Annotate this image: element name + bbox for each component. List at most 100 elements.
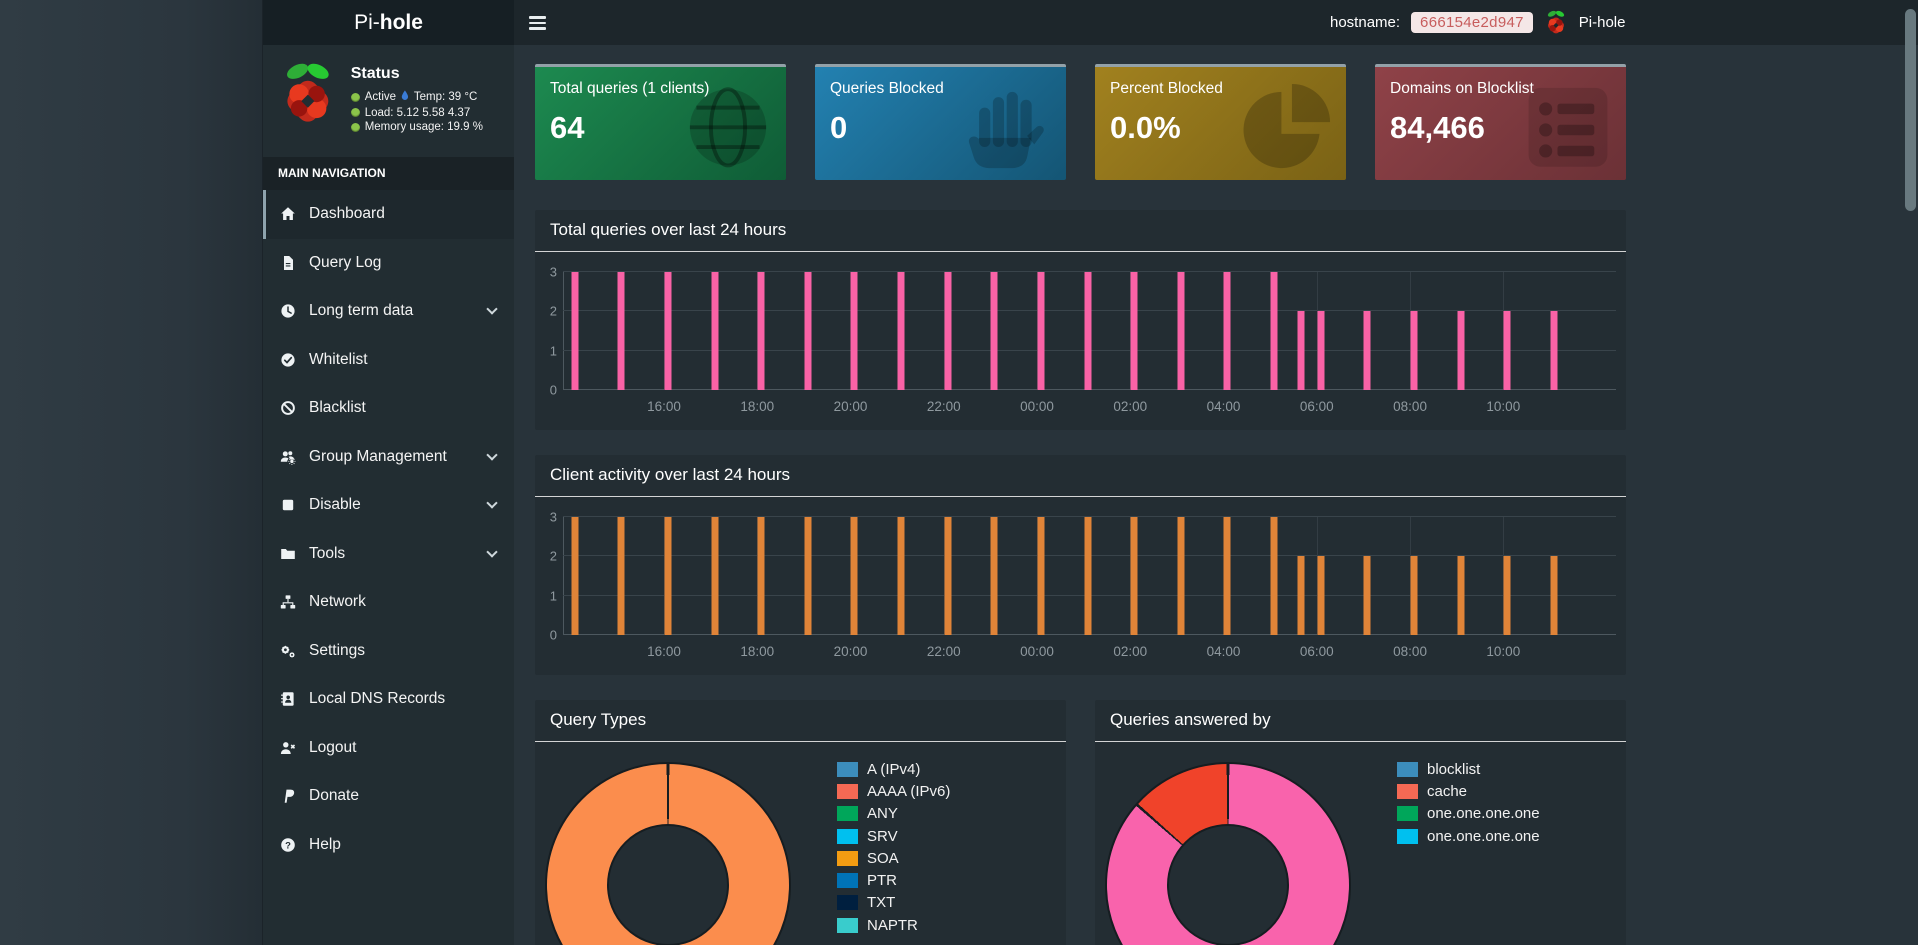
bar[interactable] xyxy=(757,272,765,390)
bar[interactable] xyxy=(617,517,625,635)
bar[interactable] xyxy=(897,517,905,635)
sidebar-item-help[interactable]: ? Help xyxy=(263,821,514,870)
bar[interactable] xyxy=(1130,272,1138,390)
sidebar-item-group-management[interactable]: Group Management xyxy=(263,433,514,482)
sidebar-item-settings[interactable]: Settings xyxy=(263,627,514,676)
bar[interactable] xyxy=(1084,517,1092,635)
bar[interactable] xyxy=(1223,272,1231,390)
legend-item[interactable]: A (IPv4) xyxy=(837,758,950,780)
x-tick-label: 06:00 xyxy=(1299,399,1334,414)
legend-item[interactable]: TXT xyxy=(837,892,950,914)
bar[interactable] xyxy=(944,272,952,390)
sidebar-toggle-button[interactable] xyxy=(529,7,561,39)
bar[interactable] xyxy=(1457,556,1465,635)
sidebar-item-blacklist[interactable]: Blacklist xyxy=(263,384,514,433)
hostname-badge: 666154e2d947 xyxy=(1411,12,1533,33)
y-tick-label: 0 xyxy=(549,627,557,643)
sidebar-item-donate[interactable]: Donate xyxy=(263,772,514,821)
bar[interactable] xyxy=(1297,556,1305,635)
total-queries-chart[interactable]: 0 1 2 3 16:00 18:00 20:00 22:00 00:00 02:00 04:00 0… xyxy=(550,265,1616,414)
scrollbar[interactable] xyxy=(1905,9,1916,211)
sidebar-item-whitelist[interactable]: Whitelist xyxy=(263,336,514,385)
stat-card-percent-blocked[interactable]: Percent Blocked 0.0% xyxy=(1095,64,1346,180)
x-tick-label: 22:00 xyxy=(926,644,961,659)
y-tick-label: 2 xyxy=(549,548,557,564)
queries-answered-donut-chart[interactable] xyxy=(1105,762,1351,945)
bar[interactable] xyxy=(990,517,998,635)
bar[interactable] xyxy=(1177,272,1185,390)
pie-icon xyxy=(1242,81,1334,178)
bar[interactable] xyxy=(1550,556,1558,635)
bar[interactable] xyxy=(1363,311,1371,390)
bar[interactable] xyxy=(1317,311,1325,390)
brand[interactable]: Pi-hole xyxy=(263,0,514,45)
sidebar-item-local-dns-records[interactable]: Local DNS Records xyxy=(263,675,514,724)
bar[interactable] xyxy=(1084,272,1092,390)
x-tick-label: 22:00 xyxy=(926,399,961,414)
legend-item[interactable]: blocklist xyxy=(1397,758,1540,780)
bar[interactable] xyxy=(1130,517,1138,635)
client-activity-chart[interactable]: 0 1 2 3 16:00 18:00 20:00 22:00 00:00 02:00 04:00 0… xyxy=(550,510,1616,659)
brand-title: Pi-hole xyxy=(354,10,423,34)
legend-item[interactable]: SOA xyxy=(837,847,950,869)
bar[interactable] xyxy=(1297,311,1305,390)
bar[interactable] xyxy=(897,272,905,390)
bar[interactable] xyxy=(617,272,625,390)
sidebar-item-long-term-data[interactable]: Long term data xyxy=(263,287,514,336)
bar[interactable] xyxy=(1363,556,1371,635)
bar[interactable] xyxy=(1550,311,1558,390)
bar[interactable] xyxy=(1457,311,1465,390)
sidebar-item-query-log[interactable]: Query Log xyxy=(263,239,514,288)
legend-item[interactable]: PTR xyxy=(837,869,950,891)
bar[interactable] xyxy=(850,517,858,635)
legend-label: cache xyxy=(1427,782,1468,800)
legend-item[interactable]: NAPTR xyxy=(837,914,950,936)
sidebar-item-logout[interactable]: Logout xyxy=(263,724,514,773)
legend-item[interactable]: SRV xyxy=(837,825,950,847)
bar[interactable] xyxy=(1270,517,1278,635)
home-icon xyxy=(278,206,297,222)
query-types-donut-chart[interactable] xyxy=(545,762,791,945)
legend-item[interactable]: cache xyxy=(1397,780,1540,802)
chevron-down-icon xyxy=(486,303,498,315)
status-line: Active Temp: 39 °C xyxy=(350,90,483,104)
bar[interactable] xyxy=(1270,272,1278,390)
legend-swatch xyxy=(837,783,858,799)
bar[interactable] xyxy=(1037,517,1045,635)
sidebar-item-disable[interactable]: Disable xyxy=(263,481,514,530)
bar[interactable] xyxy=(1037,272,1045,390)
stat-card-domains-on-blocklist[interactable]: Domains on Blocklist 84,466 xyxy=(1375,64,1626,180)
legend-swatch xyxy=(837,917,858,933)
bar[interactable] xyxy=(1317,556,1325,635)
bar[interactable] xyxy=(571,517,579,635)
legend-item[interactable]: one.one.one.one xyxy=(1397,825,1540,847)
bar[interactable] xyxy=(990,272,998,390)
bar[interactable] xyxy=(1410,311,1418,390)
legend-item[interactable]: ANY xyxy=(837,803,950,825)
bar[interactable] xyxy=(944,517,952,635)
legend-item[interactable]: AAAA (IPv6) xyxy=(837,780,950,802)
bar[interactable] xyxy=(711,272,719,390)
sidebar-nav: Dashboard Query Log Long term data White… xyxy=(263,190,514,869)
bar[interactable] xyxy=(804,272,812,390)
bar[interactable] xyxy=(1503,311,1511,390)
y-axis xyxy=(563,517,564,635)
bar[interactable] xyxy=(1410,556,1418,635)
legend-label: ANY xyxy=(867,805,898,823)
bar[interactable] xyxy=(804,517,812,635)
legend-item[interactable]: one.one.one.one xyxy=(1397,803,1540,825)
stat-card-total-queries-1-clients-[interactable]: Total queries (1 clients) 64 xyxy=(535,64,786,180)
bar[interactable] xyxy=(664,272,672,390)
stat-card-queries-blocked[interactable]: Queries Blocked 0 xyxy=(815,64,1066,180)
bar[interactable] xyxy=(664,517,672,635)
sidebar-item-tools[interactable]: Tools xyxy=(263,530,514,579)
bar[interactable] xyxy=(711,517,719,635)
bar[interactable] xyxy=(1503,556,1511,635)
bar[interactable] xyxy=(757,517,765,635)
bar[interactable] xyxy=(850,272,858,390)
sidebar-item-network[interactable]: Network xyxy=(263,578,514,627)
bar[interactable] xyxy=(571,272,579,390)
bar[interactable] xyxy=(1223,517,1231,635)
bar[interactable] xyxy=(1177,517,1185,635)
sidebar-item-dashboard[interactable]: Dashboard xyxy=(263,190,514,239)
